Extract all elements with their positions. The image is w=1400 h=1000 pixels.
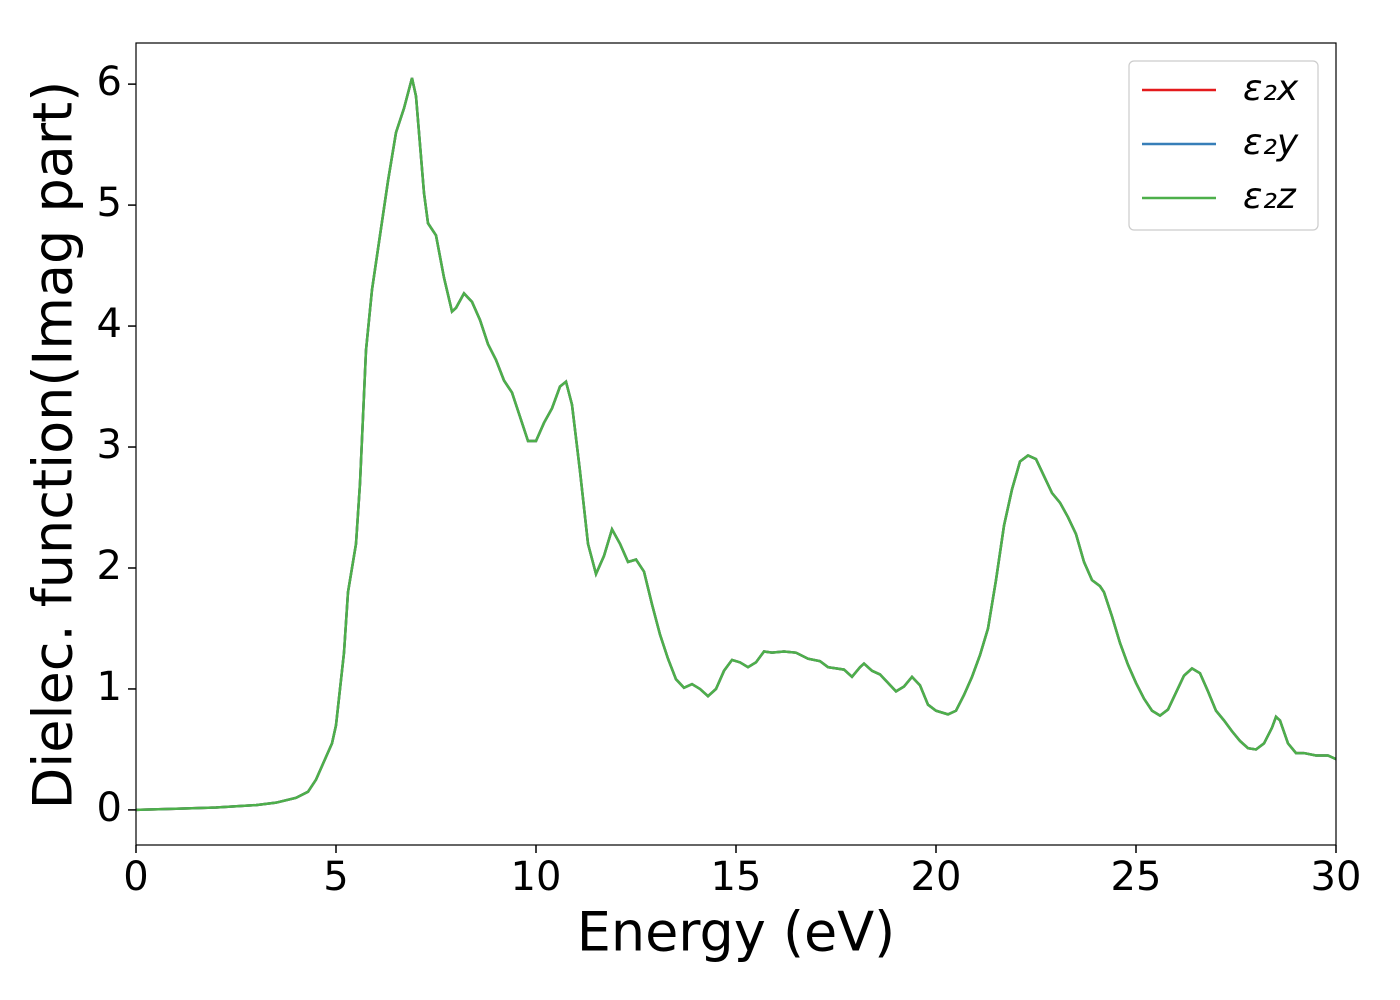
y-tick-label: 4 — [97, 301, 122, 347]
legend-box — [1128, 60, 1319, 231]
x-tick-label: 15 — [711, 854, 762, 900]
y-tick-label: 3 — [97, 422, 122, 468]
x-tick-label: 10 — [511, 854, 562, 900]
legend-label: ε₂z — [1243, 176, 1297, 217]
y-tick-label: 1 — [97, 664, 122, 710]
x-tick-label: 0 — [123, 854, 148, 900]
series-line — [135, 77, 1337, 812]
y-axis-label: Dielec. function(Imag part) — [22, 81, 85, 810]
legend-label: ε₂x — [1243, 68, 1299, 109]
y-tick-label: 0 — [97, 785, 122, 831]
x-tick-label: 30 — [1311, 854, 1362, 900]
y-tick-label: 6 — [97, 59, 122, 105]
y-tick-label: 5 — [97, 180, 122, 226]
x-tick-label: 25 — [1111, 854, 1162, 900]
x-tick-label: 5 — [323, 854, 348, 900]
x-axis-label: Energy (eV) — [577, 901, 896, 964]
legend-label: ε₂y — [1243, 122, 1299, 163]
x-tick-label: 20 — [911, 854, 962, 900]
plot-frame — [135, 42, 1337, 846]
y-tick-label: 2 — [97, 543, 122, 589]
